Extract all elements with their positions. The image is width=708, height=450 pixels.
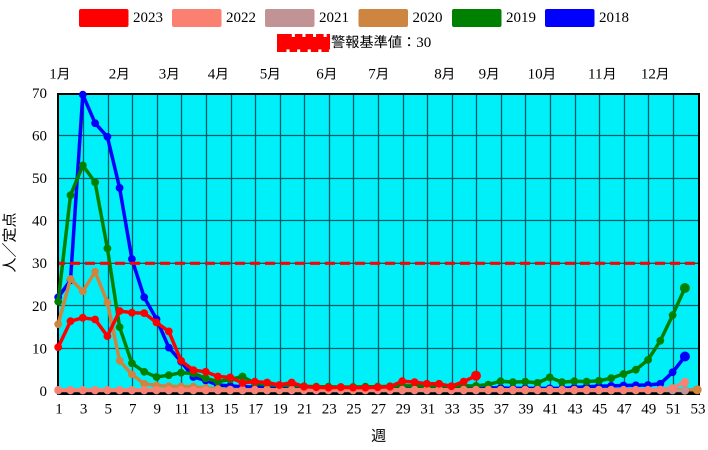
svg-text:5: 5 — [260, 67, 268, 83]
svg-text:2022: 2022 — [226, 10, 256, 26]
svg-text:2021: 2021 — [319, 10, 349, 26]
svg-text:29: 29 — [396, 402, 411, 418]
svg-text:27: 27 — [371, 402, 387, 418]
svg-text:1: 1 — [49, 67, 57, 83]
svg-text:15: 15 — [224, 402, 239, 418]
svg-text:7: 7 — [129, 402, 137, 418]
svg-text:2018: 2018 — [599, 10, 629, 26]
svg-text:2019: 2019 — [506, 10, 536, 26]
svg-text:8: 8 — [434, 67, 442, 83]
svg-text:49: 49 — [641, 402, 656, 418]
svg-text:2020: 2020 — [413, 10, 443, 26]
svg-text:47: 47 — [617, 402, 633, 418]
svg-text:45: 45 — [592, 402, 607, 418]
svg-text:3: 3 — [159, 67, 167, 83]
svg-text:39: 39 — [519, 402, 534, 418]
svg-text:2: 2 — [109, 67, 117, 83]
svg-text:10: 10 — [32, 341, 47, 357]
svg-text:35: 35 — [469, 402, 484, 418]
svg-text:9: 9 — [479, 67, 487, 83]
svg-text:0: 0 — [40, 384, 48, 400]
svg-text:30: 30 — [416, 35, 431, 51]
svg-text:50: 50 — [32, 171, 47, 187]
svg-text:7: 7 — [368, 67, 376, 83]
svg-text:10: 10 — [528, 67, 543, 83]
svg-text:6: 6 — [316, 67, 324, 83]
svg-text:70: 70 — [32, 86, 47, 102]
svg-text:17: 17 — [248, 402, 264, 418]
svg-text:12: 12 — [641, 67, 656, 83]
svg-text:40: 40 — [32, 214, 47, 230]
svg-text:2023: 2023 — [133, 10, 163, 26]
svg-text:25: 25 — [346, 402, 361, 418]
svg-text:23: 23 — [322, 402, 337, 418]
svg-text:3: 3 — [80, 402, 88, 418]
svg-text:41: 41 — [543, 402, 558, 418]
svg-text:1: 1 — [55, 402, 63, 418]
svg-text:60: 60 — [32, 129, 47, 145]
svg-text:5: 5 — [104, 402, 112, 418]
svg-text:13: 13 — [199, 402, 214, 418]
svg-text:20: 20 — [32, 299, 47, 315]
svg-text:11: 11 — [175, 402, 189, 418]
svg-text:21: 21 — [297, 402, 312, 418]
svg-text:11: 11 — [588, 67, 602, 83]
svg-text:37: 37 — [494, 402, 510, 418]
svg-text:9: 9 — [154, 402, 162, 418]
svg-text:53: 53 — [691, 402, 706, 418]
svg-text:31: 31 — [420, 402, 435, 418]
svg-text:19: 19 — [273, 402, 288, 418]
svg-text:4: 4 — [208, 67, 216, 83]
svg-text:33: 33 — [445, 402, 460, 418]
svg-text:43: 43 — [568, 402, 583, 418]
svg-text:30: 30 — [32, 256, 47, 272]
svg-text:51: 51 — [666, 402, 681, 418]
